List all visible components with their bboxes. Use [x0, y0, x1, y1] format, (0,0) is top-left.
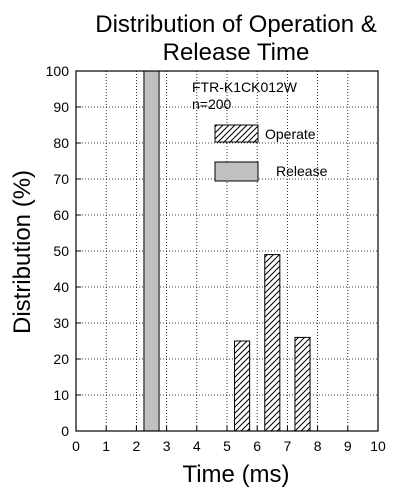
y-tick-label: 50 [53, 243, 69, 259]
operate-bar [264, 254, 281, 432]
y-tick-label: 90 [53, 99, 69, 115]
y-tick-label: 40 [53, 279, 69, 295]
annotation-sample-size: n=200 [192, 96, 232, 112]
x-tick-label: 9 [344, 438, 352, 454]
y-tick-label: 20 [53, 351, 69, 367]
x-tick-label: 4 [193, 438, 201, 454]
release-bar [143, 70, 160, 432]
frame-layer [75, 70, 379, 432]
x-tick-label: 5 [223, 438, 231, 454]
chart-title-line-2: Release Time [163, 39, 310, 66]
y-tick-label: 100 [46, 63, 70, 79]
x-tick-label: 7 [284, 438, 292, 454]
x-axis-title: Time (ms) [182, 461, 289, 488]
x-tick-label: 1 [102, 438, 110, 454]
x-tick-label: 0 [72, 438, 80, 454]
y-tick-label: 30 [53, 315, 69, 331]
legend-release-swatch [214, 161, 259, 182]
x-tick-labels: 0 1 2 3 4 5 6 7 8 9 10 [72, 438, 386, 454]
operate-bar [234, 340, 251, 432]
x-tick-label: 8 [314, 438, 322, 454]
bars-layer [143, 70, 311, 432]
legend-operate-label: Operate [265, 126, 316, 142]
y-axis-title: Distribution (%) [9, 170, 36, 334]
x-tick-label: 2 [133, 438, 141, 454]
annotation-model: FTR-K1CK012W [192, 79, 298, 95]
y-tick-label: 80 [53, 135, 69, 151]
y-tick-label: 10 [53, 387, 69, 403]
operate-bar [294, 336, 311, 432]
y-tick-label: 0 [61, 423, 69, 439]
y-tick-labels: 0 10 20 30 40 50 60 70 80 90 100 [46, 63, 70, 439]
x-tick-label: 10 [370, 438, 386, 454]
y-tick-label: 60 [53, 207, 69, 223]
legend: Operate Release [214, 124, 328, 182]
legend-operate-swatch [214, 124, 259, 143]
legend-release-label: Release [276, 163, 328, 179]
x-tick-label: 6 [253, 438, 261, 454]
y-tick-label: 70 [53, 171, 69, 187]
x-tick-label: 3 [163, 438, 171, 454]
chart-title-line-1: Distribution of Operation & [95, 11, 376, 38]
